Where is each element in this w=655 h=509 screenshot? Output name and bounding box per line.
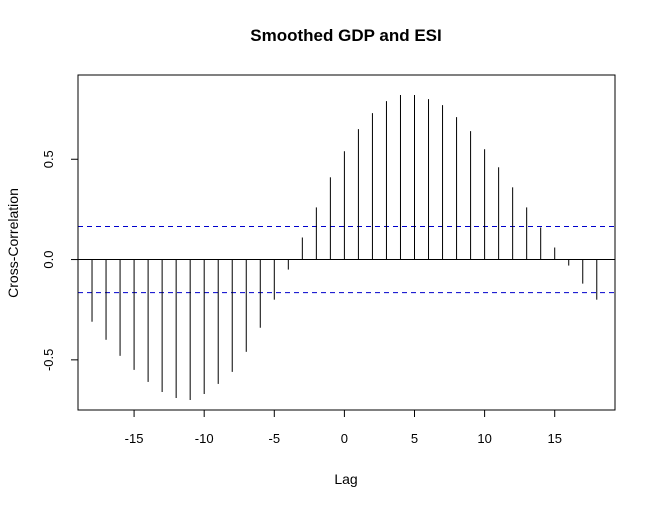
x-tick-label: 15 [547,431,561,446]
x-axis-label: Lag [334,471,357,487]
x-tick-label: -5 [269,431,281,446]
y-axis-label: Cross-Correlation [5,188,21,298]
x-tick-label: -10 [195,431,214,446]
y-tick-label: -0.5 [41,349,56,371]
correlation-bars [91,95,598,400]
x-axis: -15 -10 -5 0 5 10 15 [125,409,562,446]
x-tick-label: -15 [125,431,144,446]
x-tick-label: 10 [477,431,491,446]
plot-frame [77,74,616,411]
x-tick-label: 5 [411,431,418,446]
x-tick-label: 0 [341,431,348,446]
y-axis: -0.5 0.0 0.5 [41,150,79,371]
y-tick-label: 0.0 [41,251,56,269]
chart-title: Smoothed GDP and ESI [250,26,441,45]
y-tick-label: 0.5 [41,150,56,168]
